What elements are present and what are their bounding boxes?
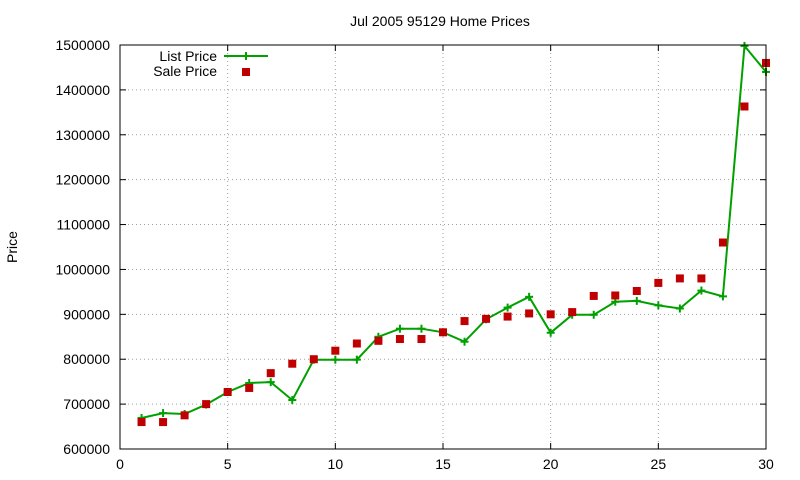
sale-price-point [266,369,275,378]
y-tick-label: 600000 [63,441,110,457]
x-tick-label: 10 [328,456,344,472]
y-tick-label: 900000 [63,306,110,322]
sale-price-point [482,314,491,323]
sale-price-point [503,312,512,321]
y-tick-label: 700000 [63,396,110,412]
list-price-point [697,286,706,295]
y-tick-label: 800000 [63,351,110,367]
axis-ticks: 600000 700000 800000 900000 1000000 1100000 12… [55,37,774,472]
sale-price-point [632,286,641,295]
sale-price-point [718,238,727,247]
legend-list-price-label: List Price [159,48,217,64]
list-price-point [718,292,727,301]
sale-price-point [568,308,577,317]
sale-price-point [137,418,146,427]
sale-price-point [309,355,318,364]
list-price-point [675,304,684,313]
list-price-line [141,43,767,419]
list-price-point [589,310,598,319]
sale-price-point [460,317,469,326]
sale-price-point [546,310,555,319]
y-tick-label: 1200000 [55,172,110,188]
x-tick-label: 25 [651,456,667,472]
sale-price-point [223,387,232,396]
y-tick-label: 1500000 [55,37,110,53]
sale-price-point [697,274,706,283]
sale-price-point [417,335,426,344]
sale-price-point [352,339,361,348]
x-tick-label: 30 [758,456,774,472]
list-price-point [503,303,512,312]
sale-price-point [589,291,598,300]
sale-price-point [439,328,447,337]
list-price-point [159,409,168,418]
sale-price-point [654,278,663,287]
list-price-point [352,355,361,364]
sale-price-point [675,274,684,283]
list-price-point [266,378,275,387]
sale-price-point [202,400,211,409]
sale-price-point [288,359,297,368]
series-layer [137,41,770,427]
x-tick-label: 5 [224,456,232,472]
list-price-point [395,324,404,333]
plot-border [119,44,767,450]
y-tick-label: 1400000 [55,82,110,98]
legend-sale-price-label: Sale Price [153,63,217,79]
sale-price-point [395,335,404,344]
sale-price-point [374,336,383,345]
sale-price-point [159,418,168,427]
y-axis-label: Price [4,231,20,263]
chart-title: Jul 2005 95129 Home Prices [350,13,530,29]
list-price-point [460,337,469,346]
sale-price-point [245,383,254,392]
sale-price-point [740,102,749,111]
list-price-point [417,324,426,333]
x-tick-label: 0 [116,456,124,472]
y-tick-label: 1100000 [57,217,111,233]
list-price-point [654,301,663,310]
list-price-point [288,396,297,405]
list-price-point [331,355,340,364]
sale-price-point [611,291,620,300]
sale-price-point [180,411,189,420]
sale-price-point [331,346,340,355]
grid [120,45,766,449]
sale-price-point [525,309,534,318]
list-price-point [546,328,555,337]
list-price-point [740,41,749,50]
y-tick-label: 1300000 [55,127,110,143]
list-price-point [525,292,534,301]
y-tick-label: 1000000 [55,261,110,277]
legend-sale-price-marker [242,68,250,76]
list-price-point [632,296,641,305]
x-tick-label: 20 [543,456,559,472]
x-tick-label: 15 [435,456,451,472]
